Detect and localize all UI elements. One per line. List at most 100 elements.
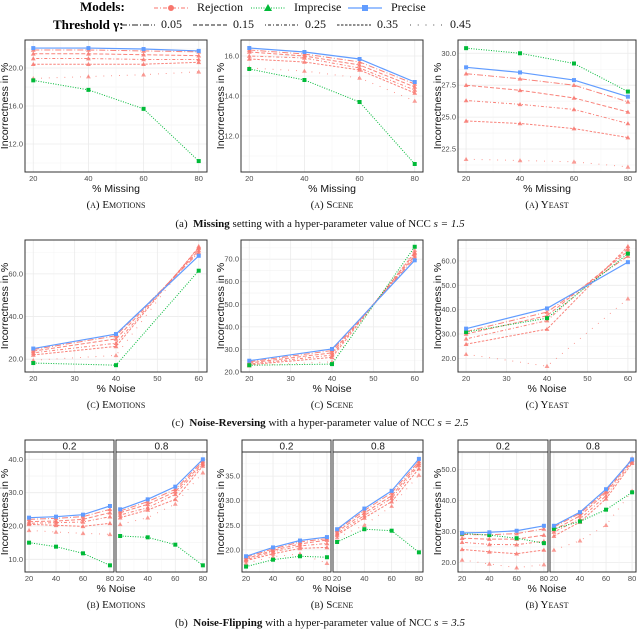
plot-panel: 20 40 60 80 20.0 25.0 30.0 35.0 0.2	[225, 439, 332, 583]
rejection-point	[389, 503, 395, 508]
facet-strip	[457, 439, 549, 453]
rejection-point	[459, 557, 465, 562]
rejection-point	[113, 344, 119, 349]
facet-strip	[549, 439, 637, 453]
x-tick-label: 40	[328, 374, 336, 383]
legend-threshold-title: Threshold γ:	[53, 17, 124, 32]
plot-border	[240, 239, 424, 373]
rejection-point	[145, 501, 151, 507]
rejection-line-0.35	[120, 465, 204, 519]
rejection-point	[145, 505, 151, 510]
rejection-point	[107, 531, 113, 537]
rejection-line-0.15	[553, 459, 633, 531]
x-axis-title: % Noise	[527, 583, 566, 595]
facet-strip	[115, 439, 208, 453]
rejection-line-0.15	[33, 53, 199, 57]
imprecise-point	[514, 536, 519, 541]
precise-point	[196, 253, 201, 258]
y-tick-label: 60.0	[224, 277, 239, 286]
precise-point	[514, 528, 519, 533]
plot-panel: 20 40 60 80 22.5 25.0 27.5 30.0	[441, 39, 637, 183]
rejection-point	[416, 472, 422, 477]
rejection-point	[141, 61, 146, 67]
rejection-point	[107, 520, 113, 526]
x-tick-label: 40	[360, 574, 368, 583]
precise-point	[107, 504, 112, 508]
x-tick-label: 20	[462, 174, 470, 183]
rejection-point	[145, 507, 151, 512]
precise-line	[33, 47, 199, 52]
x-tick-label: 80	[415, 574, 423, 583]
rejection-point	[324, 541, 330, 546]
imprecise-point	[247, 67, 252, 71]
precise-point	[464, 65, 469, 70]
x-tick-label: 60	[602, 574, 610, 583]
x-tick-label: 80	[106, 574, 114, 583]
y-tick-label: 30.0	[225, 496, 240, 505]
chart-5: 20 30 40 50 60 20.0 30.0 40.0 50.0 60.0 % Noise Inc…	[432, 239, 637, 395]
facet-strip	[332, 439, 424, 453]
facet-strip-label: 0.2	[496, 442, 510, 453]
rejection-point	[541, 562, 547, 567]
rejection-point	[107, 506, 113, 512]
precise-point	[625, 260, 630, 265]
plot-panel: 20 30 40 50 60 20.0 40.0 60.0	[8, 239, 208, 383]
rejection-point	[117, 512, 123, 517]
x-tick-label: 40	[144, 574, 152, 583]
rejection-point	[551, 529, 557, 534]
rejection-point	[246, 53, 252, 58]
imprecise-point	[571, 61, 576, 66]
rejection-point	[324, 545, 330, 550]
rejection-point	[486, 561, 492, 566]
rejection-point	[80, 530, 86, 536]
rejection-line-0.05	[553, 458, 633, 528]
y-tick-label: 10.0	[8, 555, 23, 564]
x-axis-title: % Noise	[96, 583, 135, 595]
legend-threshold-key	[265, 24, 299, 26]
rejection-point	[200, 463, 206, 468]
rejection-point	[603, 490, 609, 495]
rejection-point	[625, 164, 631, 169]
y-axis-title: Incorrectness in %	[215, 469, 227, 555]
rejection-point	[551, 547, 557, 552]
imprecise-point	[357, 100, 362, 104]
imprecise-point	[145, 535, 150, 540]
imprecise-point	[271, 557, 276, 562]
y-tick-label: 12.0	[224, 132, 239, 141]
x-tick-label: 60	[139, 174, 147, 183]
rejection-point	[577, 538, 583, 543]
imprecise-point	[80, 551, 85, 556]
y-tick-label: 20.0	[8, 355, 23, 364]
precise-point	[625, 94, 630, 99]
rejection-point	[517, 101, 523, 107]
rejection-line-0.05	[336, 461, 420, 531]
x-tick-label: 50	[153, 374, 161, 383]
precise-point	[571, 78, 576, 83]
rejection-point	[30, 51, 36, 56]
rejection-point	[459, 535, 465, 541]
x-tick-label: 20	[116, 574, 124, 583]
rejection-point	[243, 558, 249, 563]
rejection-point	[30, 357, 36, 363]
rejection-point	[412, 247, 418, 252]
subfigure-caption: (a) Scene	[310, 199, 354, 211]
y-tick-label: 20.0	[224, 368, 239, 377]
precise-point	[460, 530, 465, 535]
imprecise-point	[27, 540, 32, 545]
rejection-point	[334, 535, 340, 540]
chart-2: 20 40 60 80 22.5 25.0 27.5 30.0 % Missing Incorre…	[432, 39, 637, 195]
plot-panel: 20 40 60 80 12.0 16.0 20.0	[8, 39, 208, 183]
rejection-point	[80, 523, 86, 529]
rejection-line-0.35	[33, 61, 199, 65]
row-caption: (b) Noise-Flipping with a hyper-paramete…	[175, 617, 465, 629]
rejection-point	[172, 501, 178, 506]
y-tick-label: 35.0	[225, 472, 240, 481]
row-caption-label: (a)	[175, 218, 188, 230]
rejection-line-0.05	[29, 508, 111, 520]
rejection-line-0.45	[249, 67, 415, 102]
rejection-point	[113, 340, 119, 346]
legend-threshold-label: 0.45	[450, 17, 471, 31]
imprecise-point	[362, 527, 367, 532]
x-tick-label: 20	[245, 374, 253, 383]
imprecise-point	[551, 526, 556, 531]
